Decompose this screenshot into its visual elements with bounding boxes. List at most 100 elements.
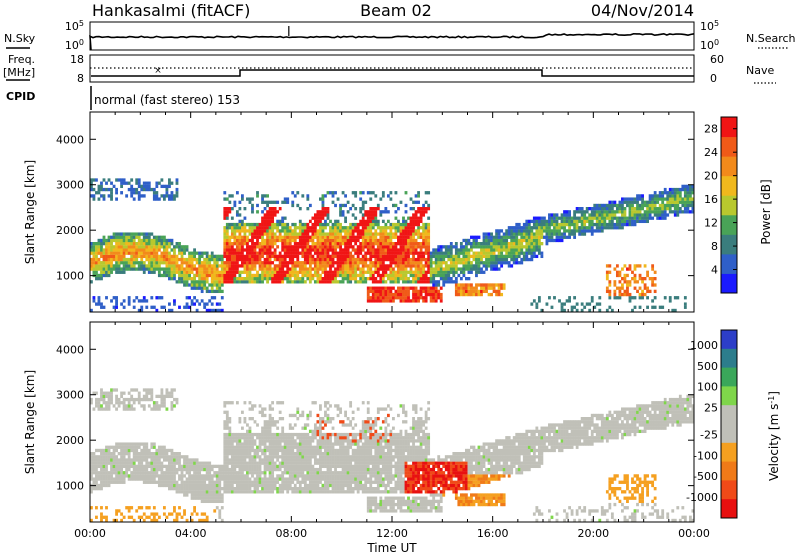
power-cell: [623, 210, 627, 214]
velocity-cell: [150, 391, 154, 395]
power-cell: [349, 264, 353, 268]
power-cell: [341, 251, 345, 255]
power-cell: [273, 254, 277, 259]
power-cell: [636, 203, 639, 208]
velocity-cell: [233, 445, 237, 449]
power-cell: [512, 248, 516, 252]
power-cell: [248, 248, 252, 252]
power-cell: [457, 254, 461, 259]
power-cell: [230, 277, 234, 281]
power-cell: [117, 235, 121, 239]
velocity-cell: [235, 461, 239, 465]
power-cell: [643, 292, 647, 297]
power-cell: [228, 251, 232, 255]
power-cell: [495, 257, 498, 262]
velocity-cell: [170, 458, 174, 462]
velocity-cell: [178, 487, 181, 491]
power-cell: [210, 308, 214, 313]
power-cell: [394, 273, 398, 278]
power-cell: [386, 254, 390, 259]
velocity-cell: [105, 404, 108, 408]
velocity-cell: [200, 467, 204, 472]
velocity-cell: [145, 461, 149, 465]
velocity-cell: [235, 452, 239, 456]
power-cell: [626, 280, 629, 284]
power-cell: [653, 210, 657, 214]
power-cell: [331, 251, 335, 255]
power-cell: [165, 261, 169, 265]
power-cell: [155, 264, 159, 268]
velocity-cell: [130, 474, 134, 478]
power-cell: [656, 200, 660, 204]
power-cell: [162, 197, 166, 201]
power-cell: [288, 226, 292, 230]
velocity-cell: [203, 477, 207, 481]
velocity-cell: [178, 464, 181, 469]
power-cell: [205, 264, 209, 268]
power-cell: [112, 251, 116, 255]
power-cell: [389, 191, 393, 195]
power-cell: [271, 267, 275, 271]
power-cell: [286, 222, 290, 227]
power-cell: [261, 194, 264, 198]
power-cell: [573, 296, 577, 300]
power-cell: [296, 248, 300, 252]
power-cell: [505, 232, 509, 236]
power-cell: [334, 245, 337, 249]
velocity-cell: [193, 506, 196, 510]
power-cell: [286, 242, 290, 246]
velocity-cell: [195, 480, 199, 484]
power-cell: [371, 232, 375, 236]
power-cell: [266, 261, 269, 265]
power-cell: [497, 283, 501, 287]
power-cell: [346, 229, 350, 233]
velocity-cell: [183, 474, 186, 478]
power-cell: [205, 251, 209, 255]
power-cell: [459, 289, 463, 294]
power-cell: [308, 277, 312, 281]
power-cell: [321, 226, 325, 230]
velocity-cell: [95, 391, 98, 395]
power-cell: [482, 286, 486, 290]
power-cell: [261, 270, 264, 274]
power-cell: [553, 296, 556, 300]
power-cell: [107, 235, 111, 239]
power-cell: [271, 200, 275, 204]
power-cell: [215, 261, 219, 265]
power-cell: [102, 235, 106, 239]
power-cell: [168, 181, 171, 185]
power-cell: [173, 264, 176, 268]
velocity-cell: [170, 480, 174, 484]
power-cell: [371, 264, 375, 268]
power-cell: [165, 273, 169, 278]
power-cell: [364, 242, 368, 246]
velocity-cell: [97, 401, 101, 405]
power-cell: [243, 232, 247, 236]
power-cell: [319, 261, 322, 265]
power-cell: [512, 245, 516, 249]
velocity-cell: [225, 410, 229, 414]
velocity-cell: [238, 474, 242, 478]
power-cell: [105, 187, 108, 192]
velocity-cell: [208, 461, 212, 465]
power-cell: [384, 242, 388, 246]
power-cell: [434, 299, 438, 303]
power-cell: [502, 242, 506, 246]
power-cell: [278, 257, 282, 262]
power-cell: [193, 257, 196, 262]
power-cell: [334, 242, 337, 246]
power-cell: [261, 210, 264, 214]
power-cell: [107, 194, 111, 198]
velocity-cell: [235, 480, 239, 484]
velocity-cell: [241, 483, 244, 488]
power-cell: [258, 222, 262, 227]
power-cell: [610, 226, 614, 230]
power-cell: [291, 261, 295, 265]
power-cell: [583, 229, 587, 233]
velocity-cell: [140, 458, 144, 462]
velocity-cell: [95, 474, 98, 478]
power-cell: [324, 261, 327, 265]
power-cell: [213, 270, 217, 274]
velocity-cell: [97, 455, 101, 459]
power-cell: [374, 277, 378, 281]
